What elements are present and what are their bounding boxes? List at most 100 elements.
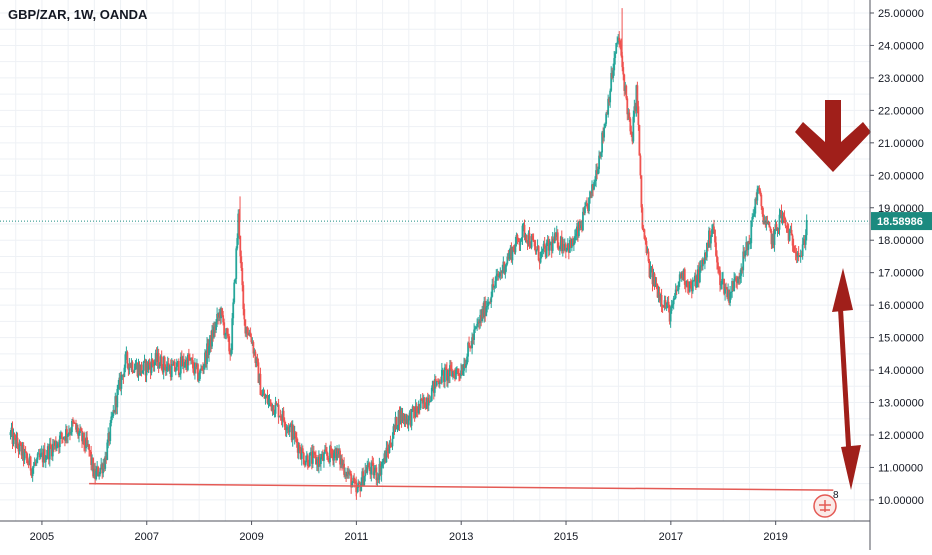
candle-body [289, 423, 292, 426]
candle-body [394, 417, 397, 429]
candle-body [488, 301, 491, 303]
candle-body [576, 226, 578, 234]
candle-body [692, 280, 695, 282]
candle-body [541, 248, 544, 252]
candle-body [549, 242, 552, 244]
candle-body [42, 449, 45, 463]
candle-body [805, 220, 808, 236]
candle-body [473, 329, 476, 340]
candle-body [580, 225, 582, 229]
candle-body [316, 459, 319, 467]
candle-body [384, 453, 387, 463]
candle-body [45, 456, 48, 459]
candle-body [112, 410, 115, 417]
candle-body [625, 85, 628, 99]
candle-body [753, 213, 756, 216]
candle-body [668, 305, 671, 322]
candle-body [406, 418, 409, 425]
candle-body [456, 368, 458, 371]
candle-body [308, 452, 311, 467]
candle-body [272, 405, 275, 415]
candle-body [231, 318, 234, 350]
candle-body [741, 268, 744, 271]
candle-body [674, 289, 677, 299]
last-price-label: 18.58986 [877, 216, 923, 228]
candle-body [61, 437, 64, 439]
y-tick-label: 10.00000 [878, 495, 924, 507]
candle-body [662, 306, 665, 308]
candle-body [393, 426, 396, 429]
y-tick-label: 20.00000 [878, 170, 924, 182]
candle-body [739, 275, 742, 280]
candle-body [455, 370, 457, 379]
candle-body [536, 246, 539, 250]
candle-body [510, 247, 513, 261]
candle-body [370, 462, 373, 475]
candle-body [735, 277, 738, 282]
candle-body [586, 202, 588, 205]
candle-body [717, 262, 719, 269]
candle-body [363, 476, 366, 486]
candle-body [135, 363, 138, 367]
candle-body [740, 268, 743, 276]
double-arrow-shaft [837, 299, 852, 456]
candle-body [481, 309, 484, 321]
candle-body [119, 377, 122, 389]
candle-body [311, 451, 314, 464]
candle-body [607, 98, 610, 115]
y-tick-label: 16.00000 [878, 300, 924, 312]
candle-body [630, 131, 633, 134]
candle-body [572, 242, 575, 246]
candle-body [518, 240, 521, 245]
candle-body [475, 326, 478, 329]
candle-body [594, 181, 596, 183]
candle-body [619, 41, 622, 45]
candle-body [796, 252, 799, 258]
candle-body [203, 364, 205, 370]
candle-body [637, 106, 640, 126]
candle-body [197, 364, 199, 381]
candle-body [288, 425, 291, 433]
candle-body [241, 268, 244, 286]
candle-body [184, 359, 187, 367]
candle-body [506, 256, 509, 264]
candle-body [382, 461, 385, 463]
candle-body [109, 422, 112, 441]
candle-body [658, 292, 661, 301]
candle-body [715, 242, 717, 256]
candle-body [460, 370, 462, 377]
candle-body [295, 437, 298, 443]
candle-body [487, 302, 490, 307]
candle-body [177, 360, 180, 375]
candle-body [430, 387, 433, 401]
x-tick-label: 2007 [135, 531, 159, 543]
candle-body [81, 431, 83, 442]
annotation-arrows [795, 100, 871, 490]
candle-body [188, 359, 191, 361]
candle-body [26, 458, 29, 464]
candle-body [479, 314, 482, 324]
candle-body [556, 232, 559, 248]
candle-body [89, 450, 92, 452]
candle-body [168, 366, 171, 371]
candle-body [372, 462, 375, 476]
candle-body [758, 187, 761, 191]
candle-body [221, 308, 224, 316]
candle-body [499, 272, 502, 277]
candle-body [300, 448, 303, 459]
candle-body [766, 221, 769, 225]
candle-body [660, 295, 663, 306]
candle-body [687, 287, 690, 292]
candle-body [664, 300, 667, 309]
candle-body [244, 319, 247, 334]
y-tick-label: 24.00000 [878, 40, 924, 52]
candle-body [683, 269, 686, 285]
candle-body [712, 226, 714, 230]
candle-body [578, 221, 580, 236]
candle-body [797, 252, 800, 257]
candle-body [114, 396, 117, 413]
candle-body [721, 278, 723, 285]
candle-body [752, 215, 755, 218]
candle-body [623, 74, 626, 91]
candle-body [263, 393, 266, 399]
